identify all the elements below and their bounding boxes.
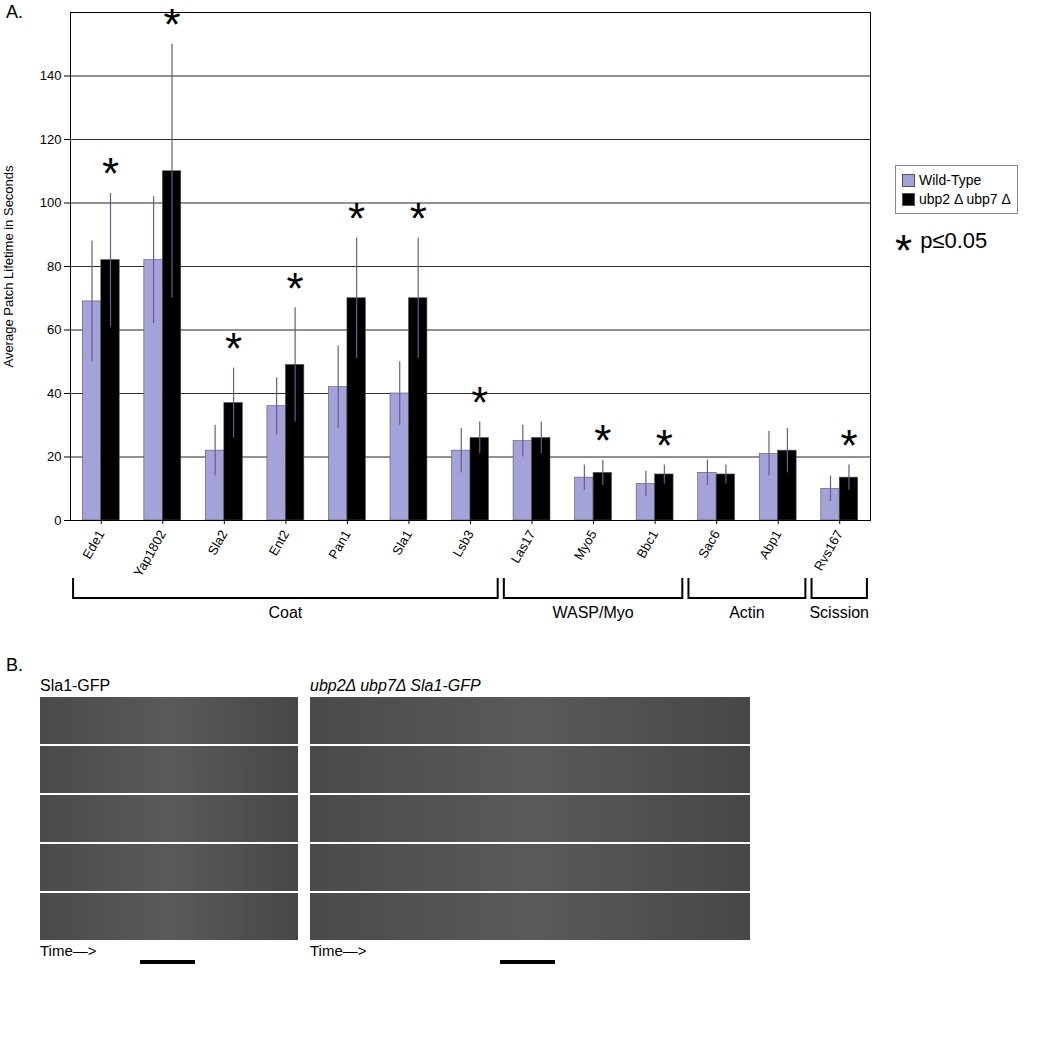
svg-text:*: * (594, 416, 611, 465)
svg-text:60: 60 (47, 322, 61, 337)
html-text:Time—>: Time—> (40, 942, 97, 959)
svg-text:*: * (348, 194, 365, 243)
html-text:ubp2 Δ ubp7 Δ: ubp2 Δ ubp7 Δ (919, 191, 1011, 207)
svg-text:WASP/Myo: WASP/Myo (552, 604, 633, 621)
svg-text:Rvs167: Rvs167 (811, 528, 846, 574)
svg-text:*: * (840, 421, 857, 470)
html-text:Sla1-GFP: Sla1-GFP (40, 677, 111, 694)
html-text:* p≤0.05: * p≤0.05 (895, 226, 988, 275)
svg-text:Coat: Coat (268, 604, 302, 621)
html-text:B.: B. (6, 655, 23, 675)
html-text:Wild-Type: Wild-Type (919, 172, 982, 188)
svg-text:40: 40 (47, 386, 61, 401)
svg-text:Pan1: Pan1 (325, 528, 353, 562)
svg-text:Sla1: Sla1 (389, 528, 415, 558)
svg-text:*: * (287, 264, 304, 313)
svg-text:Sla2: Sla2 (205, 528, 231, 558)
svg-text:0: 0 (54, 513, 61, 528)
svg-text:*: * (656, 421, 673, 470)
svg-text:Scission: Scission (809, 604, 869, 621)
svg-text:100: 100 (40, 195, 62, 210)
svg-text:140: 140 (40, 68, 62, 83)
svg-text:*: * (471, 378, 488, 427)
svg-text:Yap1802: Yap1802 (130, 528, 169, 580)
svg-text:Sac6: Sac6 (695, 528, 723, 561)
svg-text:80: 80 (47, 259, 61, 274)
svg-text:Ede1: Ede1 (79, 528, 107, 562)
html-text:Time—>: Time—> (310, 942, 367, 959)
svg-text:Ent2: Ent2 (266, 528, 292, 559)
svg-text:*: * (102, 149, 119, 198)
svg-text:Average Patch Lifetime in Seco: Average Patch Lifetime in Seconds (1, 165, 16, 368)
html-text:A.: A. (6, 2, 23, 22)
svg-text:120: 120 (40, 132, 62, 147)
svg-text:Abp1: Abp1 (756, 528, 784, 562)
svg-text:*: * (410, 194, 427, 243)
svg-text:Myo5: Myo5 (571, 528, 600, 563)
svg-text:Lsb3: Lsb3 (450, 528, 477, 560)
svg-text:20: 20 (47, 449, 61, 464)
svg-text:Bbc1: Bbc1 (634, 528, 662, 561)
svg-text:Actin: Actin (729, 604, 765, 621)
svg-text:Las17: Las17 (508, 528, 539, 566)
html-text:ubp2Δ ubp7Δ Sla1-GFP: ubp2Δ ubp7Δ Sla1-GFP (310, 677, 481, 694)
svg-text:*: * (163, 0, 180, 49)
svg-text:*: * (225, 324, 242, 373)
